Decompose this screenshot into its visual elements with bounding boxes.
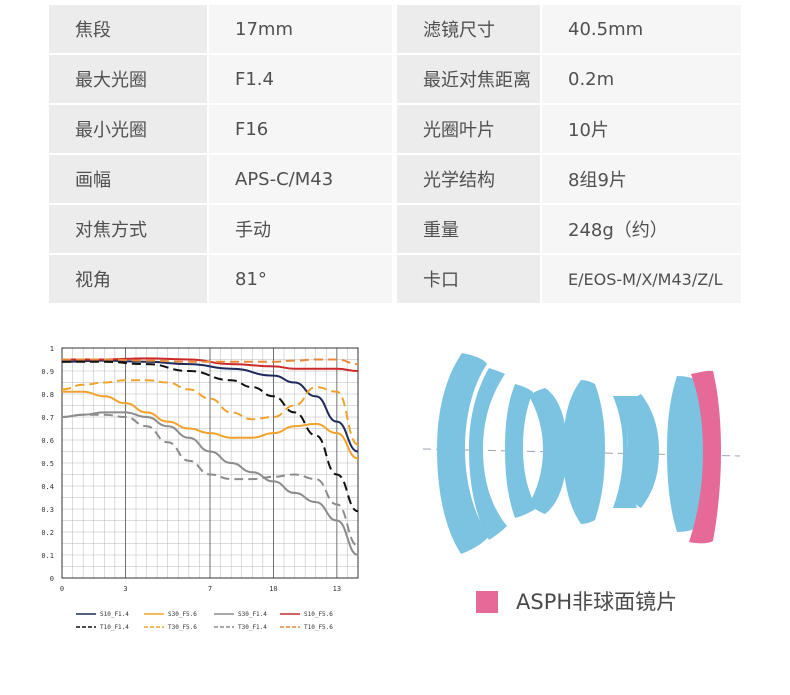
y-tick-label: 0.6 [41,437,54,445]
spec-value: APS-C/M43 [209,155,392,203]
spec-label: 重量 [397,205,540,253]
legend-label: S30_F5.6 [168,611,197,618]
spec-label: 最近对焦距离 [397,55,540,103]
legend-label: S10_F1.4 [100,611,129,618]
lens-diagram [422,353,741,554]
spec-label: 光圈叶片 [397,105,540,153]
spec-label: 焦段 [49,5,207,53]
mtf-series-t10_f1.4 [62,360,359,513]
x-tick-label: 0 [60,585,64,593]
spec-value: 0.2m [542,55,741,103]
mtf-series-s30_f1.4 [61,411,359,556]
y-tick-label: 0.3 [41,506,54,514]
lens-element-5 [563,380,605,524]
x-tick-label: 13 [333,585,341,593]
lens-element-3 [505,384,537,518]
x-tick-label: 7 [208,585,212,593]
spec-value: F1.4 [209,55,392,103]
mtf-chart: 00.10.20.30.40.50.60.70.80.910 3 7 10 13S10_… [41,345,359,631]
lens-element-8 [667,376,705,532]
legend-label: T10_F5.6 [304,624,333,631]
mtf-series-t30_f1.4 [61,413,359,547]
spec-value: 8组9片 [542,155,741,203]
legend-label: S10_F5.6 [304,611,333,618]
spec-value: 81° [209,255,392,303]
y-tick-label: 1 [50,345,54,353]
spec-label: 卡口 [397,255,540,303]
spec-label: 最大光圈 [49,55,207,103]
spec-label: 光学结构 [397,155,540,203]
x-tick-label: 3 [123,585,127,593]
y-tick-label: 0.8 [41,391,54,399]
mtf-series-s10_f5.6 [61,357,359,372]
spec-value: E/EOS-M/X/M43/Z/L [542,255,741,303]
legend-label: T30_F5.6 [168,624,197,631]
legend-label: S30_F1.4 [238,611,267,618]
spec-label: 对焦方式 [49,205,207,253]
lens-element-1 [437,353,489,554]
plot-frame [61,347,359,579]
asph-legend-label: ASPH非球面镜片 [516,590,678,614]
mtf-series-t30_f5.6 [61,379,359,446]
y-tick-label: 0.5 [41,460,54,468]
mtf-series-t10_f5.6 [61,358,359,366]
legend-label: T10_F1.4 [100,624,129,631]
y-tick-label: 0.7 [41,414,54,422]
asph-lens-element [689,370,721,544]
y-tick-label: 0.2 [41,529,54,537]
lens-element-4 [529,388,567,514]
spec-label: 视角 [49,255,207,303]
lens-element-2 [469,368,507,540]
spec-value: 17mm [209,5,392,53]
spec-value: 248g（约） [542,205,741,253]
y-tick-label: 0.1 [41,552,54,560]
x-tick-label: 10 [269,585,277,593]
legend-label: T30_F1.4 [238,624,267,631]
y-tick-label: 0.9 [41,368,54,376]
y-tick-label: 0.4 [41,483,54,491]
y-tick-label: 0 [50,575,54,583]
spec-value: F16 [209,105,392,153]
mtf-series-s30_f5.6 [61,390,359,460]
spec-value: 手动 [209,205,392,253]
spec-table: 焦段 17mm 滤镜尺寸 40.5mm 最大光圈 F1.4 最近对焦距离 0.2m 最小光圈 F1… [49,5,741,305]
spec-value: 40.5mm [542,5,741,53]
lens-element-7 [627,394,659,508]
spec-label: 滤镜尺寸 [397,5,540,53]
mtf-series-s10_f1.4 [61,359,359,453]
lens-element-6 [613,396,637,508]
spec-label: 最小光圈 [49,105,207,153]
asph-legend-swatch [476,591,498,613]
spec-value: 10片 [542,105,741,153]
spec-label: 画幅 [49,155,207,203]
